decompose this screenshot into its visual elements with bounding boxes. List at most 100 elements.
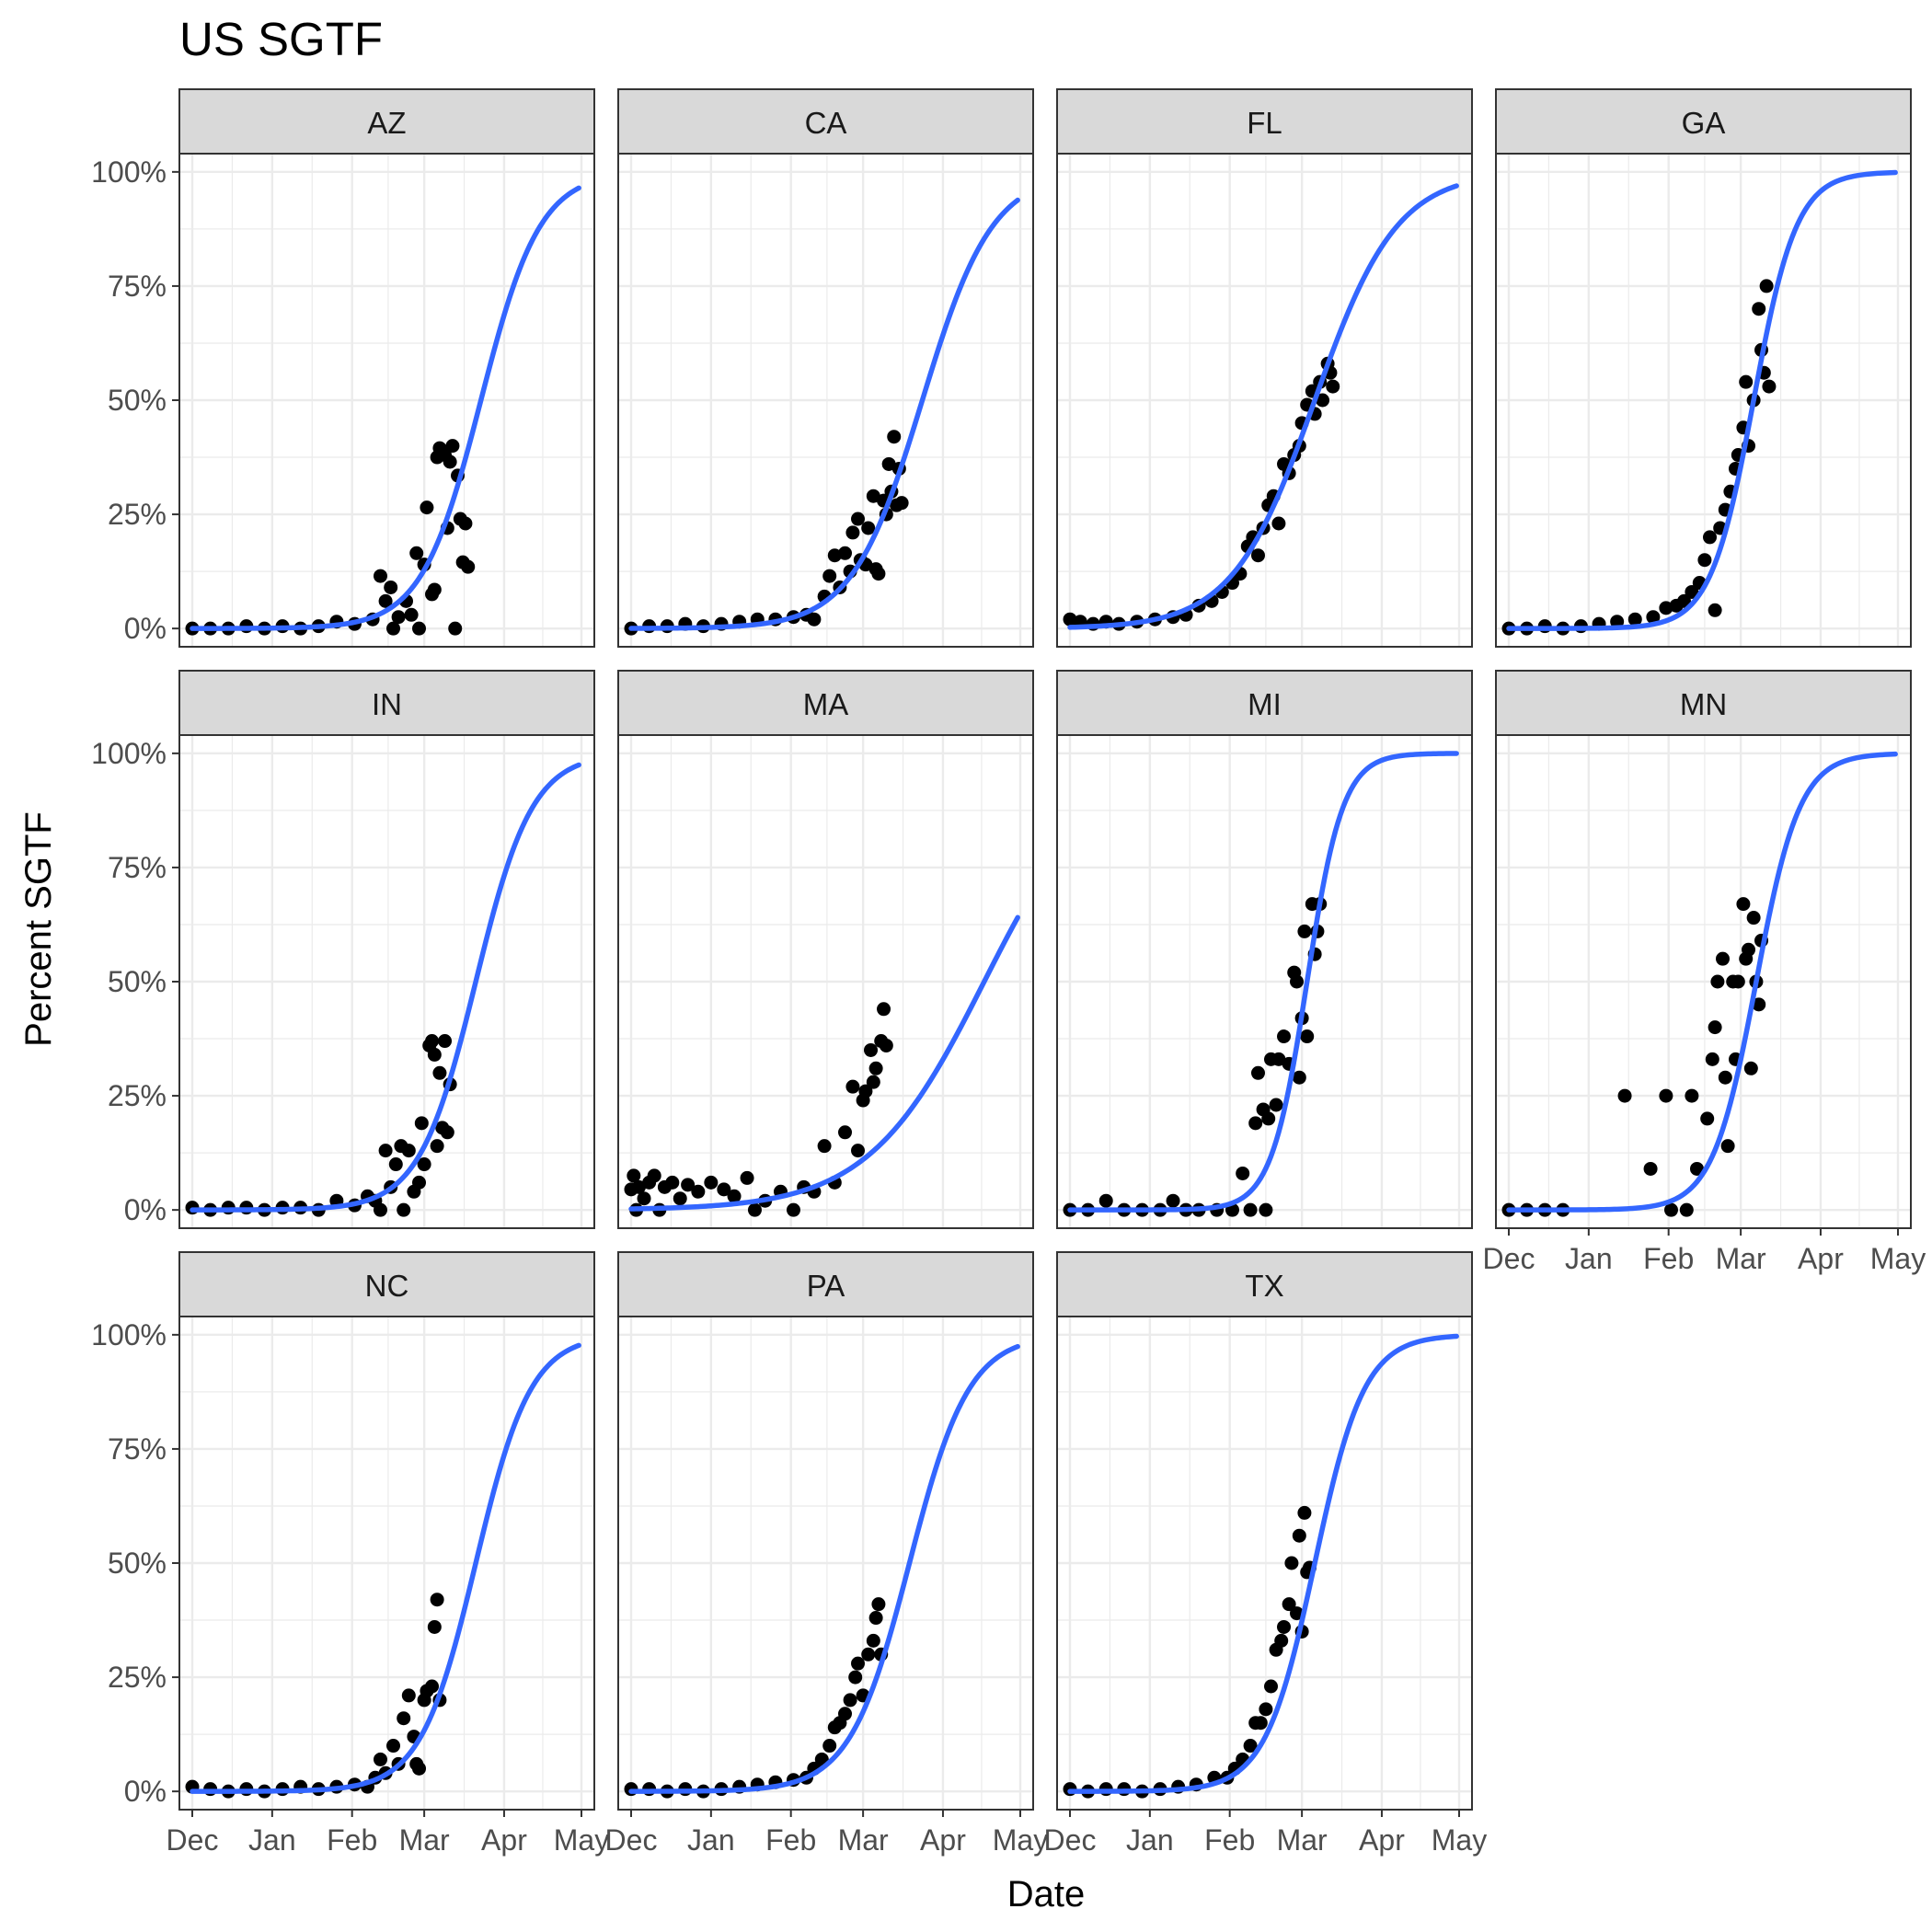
data-point (858, 1084, 873, 1098)
data-point (631, 1179, 646, 1194)
data-point (681, 1178, 696, 1192)
data-point (647, 1168, 661, 1183)
data-point (637, 1191, 651, 1206)
data-point (438, 1034, 453, 1049)
panel-in: IN 0% 25% 50% 75% 100% (91, 670, 595, 1229)
data-point (894, 496, 909, 511)
data-point (851, 1656, 866, 1671)
data-point (1326, 379, 1340, 394)
data-point (384, 580, 398, 594)
data-point (822, 569, 837, 583)
data-point (458, 516, 473, 531)
data-point (1292, 1070, 1306, 1085)
data-point (848, 1670, 863, 1685)
data-point (1710, 974, 1725, 989)
panel-strip-label: AZ (367, 106, 406, 140)
panel-border (1056, 1316, 1473, 1811)
data-point (427, 1619, 442, 1634)
panel-ma: MA (617, 670, 1034, 1229)
chart-title: US SGTF (179, 13, 383, 65)
y-tick-label: 0% (124, 1775, 167, 1808)
data-point (386, 621, 401, 636)
data-point (1703, 530, 1718, 545)
data-point (1752, 302, 1766, 316)
data-point (461, 559, 476, 574)
panel-strip-label: FL (1247, 106, 1282, 140)
data-point (881, 456, 896, 471)
data-point (412, 1761, 427, 1776)
panel-pa: PA Dec Jan Feb Mar Apr May (605, 1251, 1048, 1857)
panel-strip (1056, 670, 1473, 736)
data-point (404, 607, 419, 622)
data-point (1290, 1606, 1305, 1621)
data-point (1627, 612, 1642, 627)
data-point (397, 1711, 411, 1726)
y-tick-label: 50% (108, 1547, 167, 1580)
x-tick-label: Dec (167, 1823, 219, 1857)
data-point (1746, 911, 1761, 926)
data-point (845, 1079, 860, 1094)
fit-line (628, 914, 1020, 1212)
data-point (1243, 1739, 1258, 1754)
data-point (1271, 516, 1286, 531)
fit-line (1067, 183, 1459, 630)
data-point (427, 1047, 442, 1062)
y-tick-label: 100% (91, 155, 167, 189)
data-point (373, 569, 387, 583)
data-point (1685, 1088, 1699, 1103)
data-point (868, 1061, 883, 1075)
data-point (786, 1202, 800, 1217)
data-point (401, 1688, 416, 1703)
fit-line (190, 1342, 581, 1794)
data-point (1646, 610, 1661, 625)
data-point (1663, 1202, 1678, 1217)
data-point (1248, 1116, 1263, 1131)
data-point (1250, 548, 1265, 563)
y-tick-label: 50% (108, 384, 167, 417)
y-tick-label: 25% (108, 1661, 167, 1694)
y-tick-label: 0% (124, 1193, 167, 1226)
y-tick-label: 75% (108, 1432, 167, 1466)
panel-strip-label: TX (1245, 1269, 1283, 1303)
x-tick-label: Jan (1126, 1823, 1174, 1857)
data-point (866, 1633, 880, 1648)
data-point (1277, 1619, 1292, 1634)
x-tick-label: May (1432, 1823, 1487, 1857)
panel-strip-label: MA (803, 687, 849, 721)
panel-strip-label: PA (807, 1269, 845, 1303)
data-point (845, 525, 860, 540)
panel-strip (617, 670, 1034, 736)
x-axis-label: Date (1007, 1874, 1086, 1915)
data-point (864, 1042, 879, 1057)
panel-mi: MI (1056, 670, 1473, 1229)
data-point (627, 1168, 641, 1183)
panel-strip (617, 88, 1034, 155)
x-tick-label: Dec (605, 1823, 658, 1857)
data-point (1705, 1052, 1719, 1066)
data-point (838, 1707, 853, 1721)
data-point (391, 610, 406, 625)
data-point (1316, 393, 1330, 408)
data-point (851, 512, 866, 526)
data-point (1676, 593, 1691, 608)
data-point (740, 1170, 754, 1185)
data-point (412, 1175, 427, 1190)
y-tick-label: 0% (124, 612, 167, 645)
data-point (1708, 603, 1722, 617)
data-point (1718, 1070, 1732, 1085)
x-tick-label: Mar (399, 1823, 450, 1857)
data-point (397, 1202, 411, 1217)
x-tick-label: Apr (920, 1823, 966, 1857)
data-point (691, 1184, 706, 1199)
data-point (871, 1597, 886, 1612)
panel-strip-label: IN (372, 687, 402, 721)
data-point (1708, 1020, 1722, 1035)
data-point (1290, 974, 1305, 989)
data-point (414, 1116, 429, 1131)
panel-tx: TX Dec Jan Feb Mar Apr May (1044, 1251, 1487, 1857)
data-point (1762, 379, 1777, 394)
data-point (1659, 1088, 1673, 1103)
x-tick-label: Jan (248, 1823, 296, 1857)
data-point (1743, 1061, 1758, 1075)
